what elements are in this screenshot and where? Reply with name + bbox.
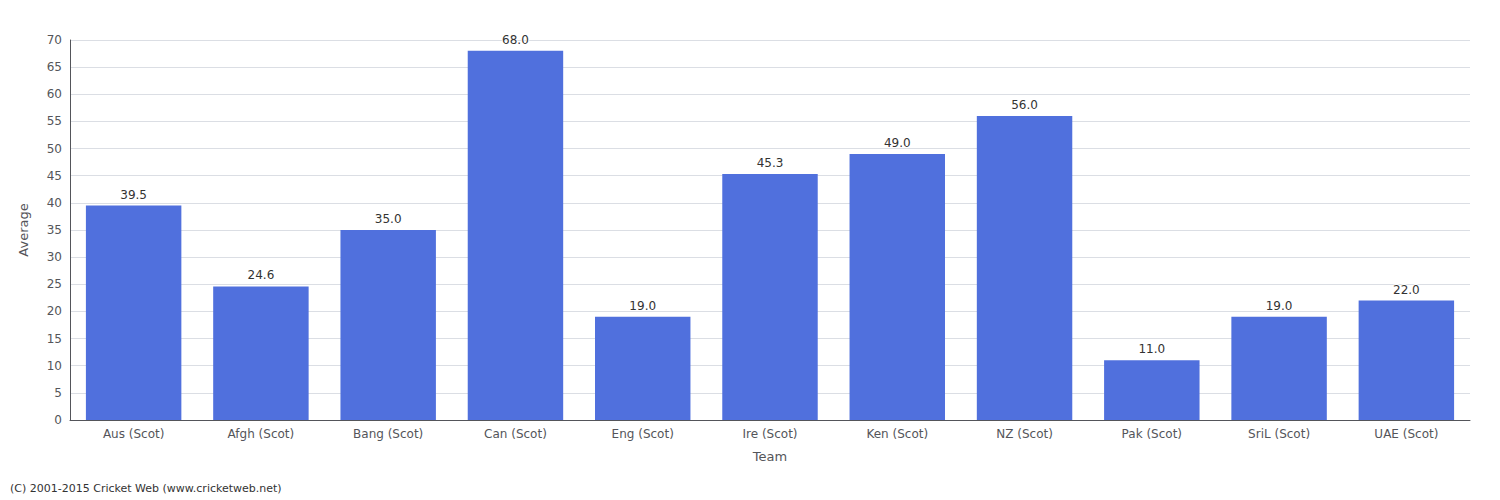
svg-text:Eng (Scot): Eng (Scot) — [612, 427, 674, 441]
svg-text:Bang (Scot): Bang (Scot) — [353, 427, 423, 441]
svg-text:5: 5 — [54, 386, 62, 400]
svg-text:Ken (Scot): Ken (Scot) — [866, 427, 928, 441]
svg-text:55: 55 — [47, 114, 62, 128]
svg-text:Team: Team — [752, 449, 787, 464]
svg-text:Can (Scot): Can (Scot) — [484, 427, 547, 441]
svg-text:19.0: 19.0 — [1266, 299, 1293, 313]
svg-text:45: 45 — [47, 169, 62, 183]
svg-text:Aus (Scot): Aus (Scot) — [103, 427, 165, 441]
svg-text:SriL (Scot): SriL (Scot) — [1248, 427, 1310, 441]
svg-text:Ire (Scot): Ire (Scot) — [742, 427, 797, 441]
svg-text:30: 30 — [47, 250, 62, 264]
svg-text:50: 50 — [47, 142, 62, 156]
svg-text:22.0: 22.0 — [1393, 283, 1420, 297]
svg-text:10: 10 — [47, 359, 62, 373]
svg-text:39.5: 39.5 — [120, 188, 147, 202]
svg-text:Average: Average — [16, 203, 31, 256]
svg-text:11.0: 11.0 — [1138, 342, 1165, 356]
svg-text:20: 20 — [47, 304, 62, 318]
svg-text:Pak (Scot): Pak (Scot) — [1122, 427, 1182, 441]
svg-text:(C) 2001-2015 Cricket Web (www: (C) 2001-2015 Cricket Web (www.cricketwe… — [10, 482, 282, 495]
svg-text:45.3: 45.3 — [757, 156, 784, 170]
svg-text:40: 40 — [47, 196, 62, 210]
svg-text:35.0: 35.0 — [375, 212, 402, 226]
svg-text:NZ (Scot): NZ (Scot) — [996, 427, 1053, 441]
svg-text:65: 65 — [47, 60, 62, 74]
svg-text:15: 15 — [47, 332, 62, 346]
svg-text:68.0: 68.0 — [502, 33, 529, 47]
svg-text:60: 60 — [47, 87, 62, 101]
svg-text:70: 70 — [47, 33, 62, 47]
svg-text:24.6: 24.6 — [248, 268, 275, 282]
svg-text:49.0: 49.0 — [884, 136, 911, 150]
svg-text:35: 35 — [47, 223, 62, 237]
svg-text:56.0: 56.0 — [1011, 98, 1038, 112]
svg-text:Afgh (Scot): Afgh (Scot) — [228, 427, 295, 441]
svg-text:0: 0 — [54, 413, 62, 427]
svg-text:19.0: 19.0 — [629, 299, 656, 313]
svg-text:25: 25 — [47, 277, 62, 291]
svg-text:UAE (Scot): UAE (Scot) — [1374, 427, 1438, 441]
